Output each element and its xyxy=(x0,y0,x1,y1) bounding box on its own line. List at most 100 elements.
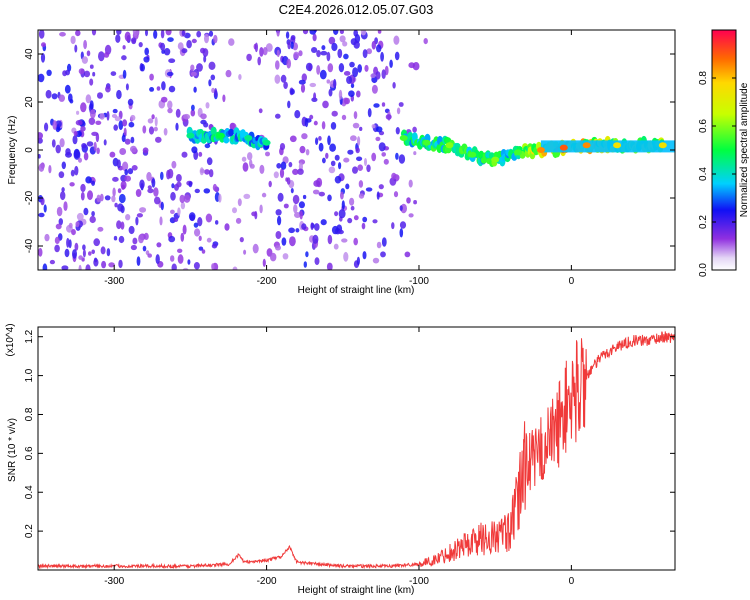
noise-speckle xyxy=(412,126,417,133)
noise-speckle xyxy=(154,196,161,205)
noise-speckle xyxy=(366,48,373,55)
noise-speckle xyxy=(309,82,317,88)
noise-speckle xyxy=(334,211,339,217)
noise-speckle xyxy=(357,164,364,171)
noise-speckle xyxy=(140,63,145,72)
noise-speckle xyxy=(301,223,307,230)
noise-speckle xyxy=(252,243,259,254)
noise-speckle xyxy=(48,165,52,174)
noise-speckle xyxy=(347,217,353,224)
noise-speckle xyxy=(281,237,287,246)
noise-speckle xyxy=(80,126,86,132)
noise-speckle xyxy=(88,251,92,256)
noise-speckle xyxy=(200,168,205,174)
y-tick-label: 1.2 xyxy=(24,329,35,343)
noise-speckle xyxy=(131,37,137,43)
noise-speckle xyxy=(299,145,306,154)
noise-speckle xyxy=(325,152,329,159)
noise-speckle xyxy=(301,73,307,82)
noise-speckle xyxy=(258,108,263,114)
noise-speckle xyxy=(371,124,376,129)
snr-panel: -300 -200 -100 0 0.2 0.4 0.6 0.8 1.0 1.2 Height … xyxy=(5,323,676,596)
noise-speckle xyxy=(49,259,56,265)
noise-speckle xyxy=(344,97,350,105)
noise-speckle xyxy=(165,30,172,36)
noise-speckle xyxy=(180,201,186,210)
noise-speckle xyxy=(398,102,404,107)
colorbar-label: Normalized spectral amplitude xyxy=(739,82,750,217)
noise-speckle xyxy=(96,194,101,203)
noise-speckle xyxy=(175,108,181,118)
noise-speckle xyxy=(38,154,41,159)
noise-speckle xyxy=(58,171,65,179)
noise-speckle xyxy=(315,137,319,145)
noise-speckle xyxy=(395,152,399,160)
noise-speckle xyxy=(202,48,209,57)
noise-speckle xyxy=(211,243,218,249)
colorbar-tick-label: 0.2 xyxy=(698,215,709,229)
noise-speckle xyxy=(276,30,280,37)
signal-point xyxy=(216,132,225,139)
noise-speckle xyxy=(91,131,99,136)
noise-speckle xyxy=(341,114,347,121)
noise-speckle xyxy=(326,262,333,270)
noise-speckle xyxy=(342,41,348,47)
noise-speckle xyxy=(211,263,215,270)
noise-speckle xyxy=(406,197,411,204)
y-tick-label: -40 xyxy=(24,238,35,253)
noise-speckle xyxy=(127,168,134,175)
noise-speckle xyxy=(147,188,154,194)
noise-speckle xyxy=(38,132,43,140)
noise-speckle xyxy=(352,166,358,174)
noise-speckle xyxy=(104,195,111,201)
noise-speckle xyxy=(173,217,179,222)
y-tick-label: 0.6 xyxy=(24,446,35,460)
snr-series-line xyxy=(38,331,675,570)
noise-speckle xyxy=(375,71,381,80)
noise-speckle xyxy=(83,152,89,161)
noise-speckle xyxy=(380,251,386,258)
noise-speckle xyxy=(148,126,155,135)
noise-speckle xyxy=(312,33,317,42)
noise-speckle xyxy=(345,183,350,190)
noise-speckle xyxy=(93,238,100,247)
noise-speckle xyxy=(91,211,95,217)
noise-speckle xyxy=(338,162,342,170)
signal-point xyxy=(422,139,431,146)
noise-speckle xyxy=(89,100,94,110)
y-tick-label: 0.4 xyxy=(24,485,35,499)
noise-speckle xyxy=(121,134,126,143)
noise-speckle xyxy=(135,189,142,197)
noise-speckle xyxy=(78,264,82,270)
noise-speckle xyxy=(201,249,206,254)
noise-speckle xyxy=(122,119,128,127)
noise-speckle xyxy=(69,98,74,104)
noise-speckle xyxy=(132,237,138,245)
noise-speckle xyxy=(334,154,340,161)
noise-speckle xyxy=(365,187,373,192)
noise-speckle xyxy=(177,248,183,253)
noise-speckle xyxy=(300,84,306,93)
noise-speckle xyxy=(395,127,400,135)
noise-speckle xyxy=(343,71,351,76)
noise-speckle xyxy=(112,187,116,197)
noise-speckle xyxy=(143,232,149,240)
noise-speckle xyxy=(356,156,363,162)
noise-speckle xyxy=(108,262,115,268)
noise-speckle xyxy=(54,244,60,253)
noise-speckle xyxy=(114,202,118,208)
noise-speckle xyxy=(168,58,176,63)
noise-speckle xyxy=(193,222,199,228)
noise-speckle xyxy=(356,256,360,266)
noise-speckle xyxy=(160,201,164,211)
noise-speckle xyxy=(353,40,360,49)
noise-speckle xyxy=(298,79,306,85)
noise-speckle xyxy=(198,246,204,251)
noise-speckle xyxy=(259,47,264,57)
noise-speckle xyxy=(71,229,76,236)
noise-speckle xyxy=(305,149,310,156)
noise-speckle xyxy=(191,104,195,111)
noise-speckle xyxy=(303,261,307,268)
noise-speckle xyxy=(239,237,244,243)
noise-speckle xyxy=(205,213,213,223)
